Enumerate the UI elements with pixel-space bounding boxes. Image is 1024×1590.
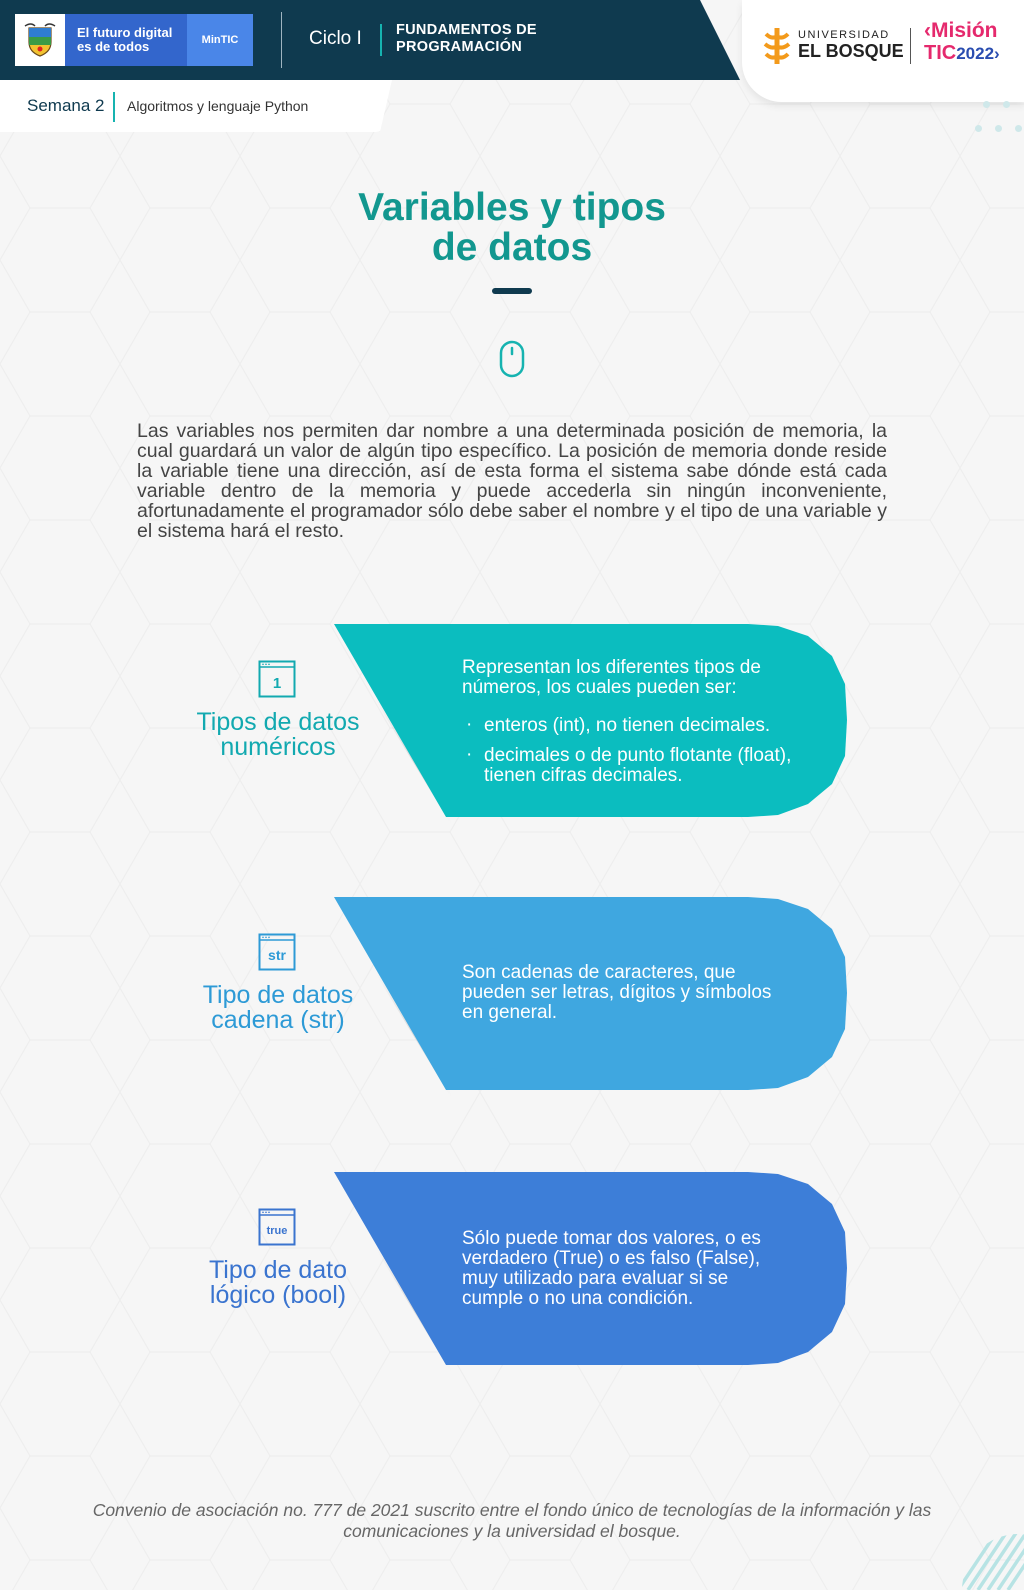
logo-divider — [910, 28, 911, 64]
card-numeric-types: 1 Tipos de datos numéricos Representan l… — [0, 576, 1024, 924]
mision-text: ‹Misión — [924, 19, 998, 42]
week-label: Semana 2 — [27, 96, 105, 115]
card-label-line-1: Tipo de datos — [202, 981, 354, 1009]
icon-text: true — [267, 1225, 288, 1237]
universidad-el-bosque-logo-icon — [763, 28, 791, 64]
footer-agreement: Convenio de asociación no. 777 de 2021 s… — [92, 1500, 932, 1541]
number-window-icon: 1 — [258, 660, 296, 698]
numeric-type-list: enteros (int), no tienen decimales. deci… — [462, 715, 812, 786]
card-description: Representan los diferentes tipos de núme… — [462, 658, 812, 796]
card-description: Sólo puede tomar dos valores, o es verda… — [462, 1228, 761, 1309]
header-accent-divider — [380, 24, 382, 56]
icon-text: str — [268, 947, 286, 963]
list-item: enteros (int), no tienen decimales. — [462, 715, 812, 736]
title-line-2: de datos — [431, 226, 593, 269]
intro-paragraph: Las variables nos permiten dar nombre a … — [137, 420, 887, 542]
week-bar: Semana 2 Algoritmos y lenguaje Python — [0, 80, 392, 132]
list-item: decimales o de punto flotante (float), t… — [462, 745, 812, 786]
page-title: Variables y tipos de datos — [262, 188, 762, 268]
scroll-mouse-icon — [499, 340, 525, 378]
card-label-line-2: lógico (bool) — [209, 1281, 347, 1309]
header-divider — [281, 12, 282, 68]
title-underline — [492, 288, 532, 294]
card-label: Tipo de datos cadena (str) — [172, 983, 384, 1033]
card-description-text: Representan los diferentes tipos de núme… — [462, 657, 761, 698]
cycle-label: Ciclo I — [309, 28, 362, 49]
boolean-window-icon: true — [258, 1208, 296, 1246]
card-label-line-2: cadena (str) — [211, 1006, 345, 1034]
icon-text: 1 — [273, 675, 281, 692]
card-label-line-1: Tipo de dato — [208, 1256, 348, 1284]
tic-text: TIC — [924, 42, 957, 64]
course-title: FUNDAMENTOS DE PROGRAMACIÓN — [396, 22, 537, 55]
card-description: Son cadenas de caracteres, que pueden se… — [462, 962, 772, 1023]
mintic-badge: MinTIC — [187, 14, 253, 66]
partner-logos: UNIVERSIDAD EL BOSQUE ‹Misión TIC2022› — [742, 0, 1024, 102]
card-label-line-1: Tipos de datos — [196, 708, 360, 736]
mision-tic-logo: ‹Misión TIC2022› — [924, 20, 1000, 65]
week-topic: Algoritmos y lenguaje Python — [127, 98, 309, 114]
string-window-icon: str — [258, 933, 296, 971]
gov-slogan: El futuro digital es de todos — [77, 25, 173, 54]
gov-logo-box: El futuro digital es de todos MinTIC — [15, 14, 253, 66]
decorative-stripes — [962, 1534, 1024, 1590]
card-label: Tipos de datos numéricos — [172, 710, 384, 760]
university-small-text: UNIVERSIDAD — [798, 29, 890, 41]
card-label-line-2: numéricos — [220, 733, 336, 761]
university-name: EL BOSQUE — [798, 41, 904, 61]
mision-year: 2022› — [956, 44, 1000, 63]
card-string-type: str Tipo de datos cadena (str) Son caden… — [0, 849, 1024, 1197]
card-label: Tipo de dato lógico (bool) — [172, 1258, 384, 1308]
colombia-shield-icon — [15, 14, 65, 66]
card-boolean-type: true Tipo de dato lógico (bool) Sólo pue… — [0, 1124, 1024, 1472]
title-line-1: Variables y tipos — [358, 186, 666, 229]
week-divider — [113, 92, 115, 122]
